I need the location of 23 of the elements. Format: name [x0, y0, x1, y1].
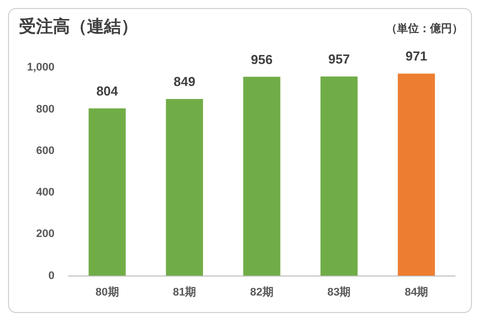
data-label: 957 [328, 52, 350, 67]
text: （単位：億円） [386, 22, 463, 36]
x-tick-label: 80期 [96, 285, 119, 298]
data-label: 971 [406, 48, 428, 64]
y-tick-label: 0 [48, 270, 55, 282]
y-tick-label: 600 [36, 144, 55, 157]
x-tick-label: 81期 [172, 285, 196, 298]
bar [166, 99, 204, 276]
bar [88, 108, 126, 276]
bar [320, 76, 358, 276]
y-tick-label: 1,000 [26, 62, 55, 74]
chart-title: 受注高（連結） [19, 16, 138, 38]
x-tick-label: 84期 [404, 285, 428, 298]
data-label: 849 [174, 74, 196, 90]
y-tick-label: 200 [36, 228, 55, 240]
data-label: 804 [96, 83, 119, 98]
x-tick-label: 83期 [327, 285, 351, 298]
y-tick-label: 400 [36, 186, 55, 199]
data-label: 956 [250, 52, 273, 67]
x-tick-label: 82期 [250, 285, 274, 298]
bar [243, 76, 280, 276]
y-tick-label: 800 [36, 103, 55, 116]
bar [398, 74, 435, 276]
